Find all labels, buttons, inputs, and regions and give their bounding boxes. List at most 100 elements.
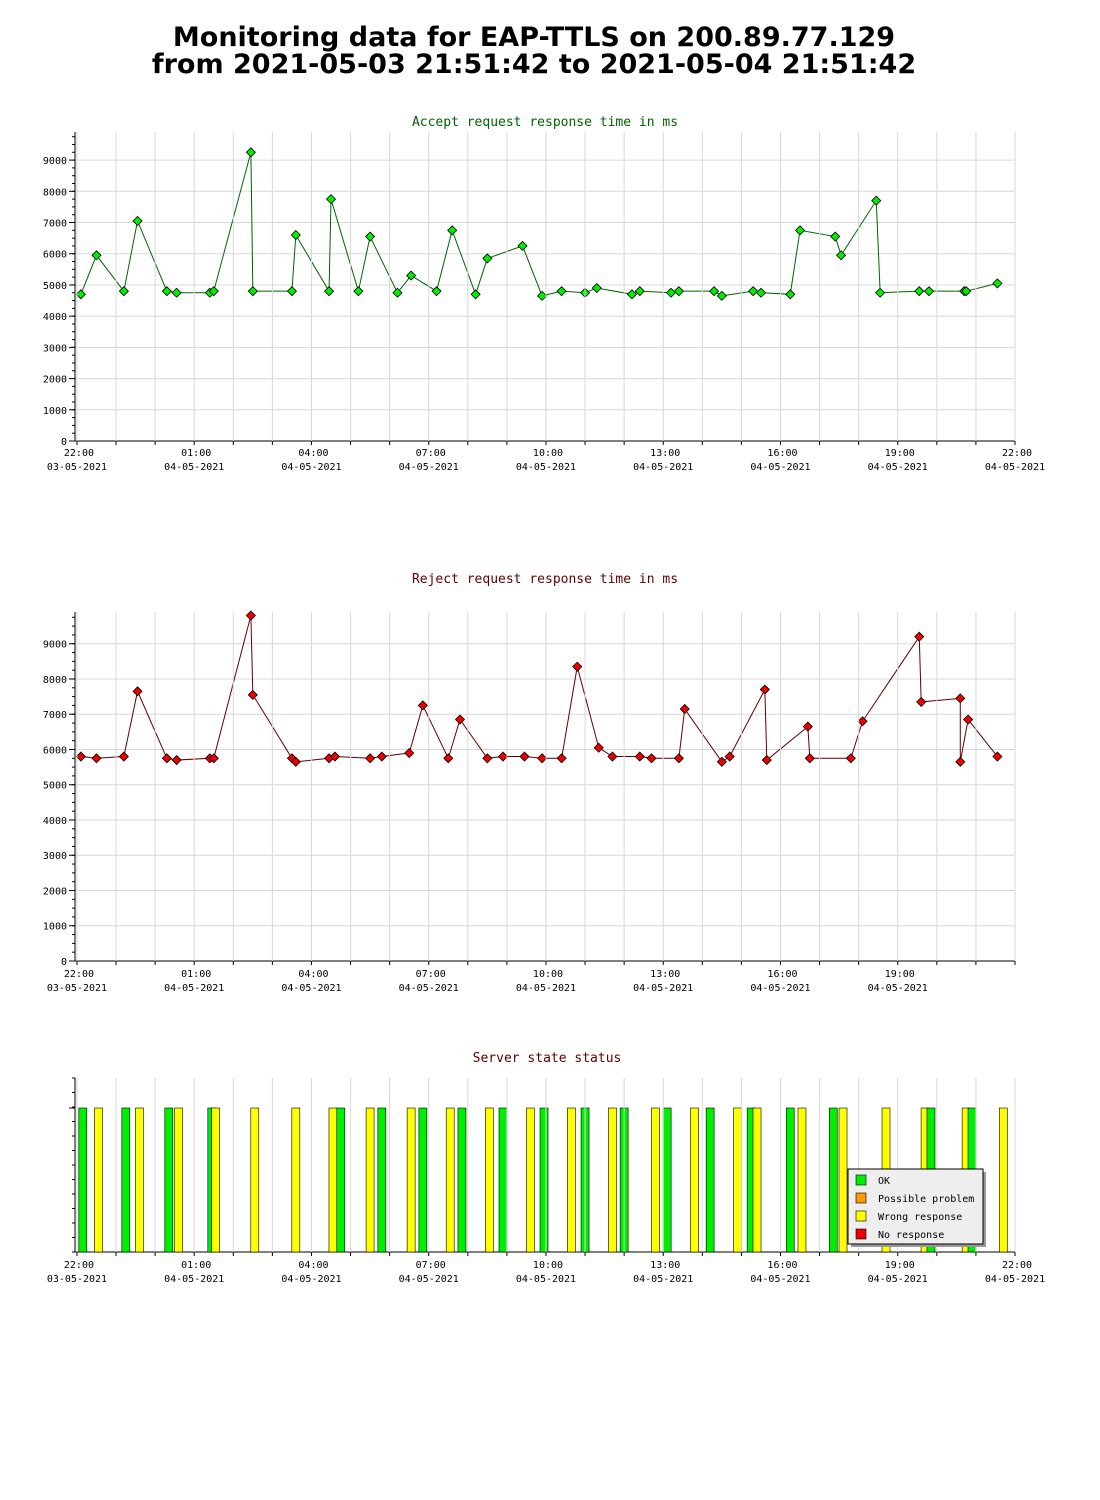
y-tick-label: 1000	[43, 406, 67, 417]
y-tick-label: 3000	[43, 343, 67, 354]
data-point	[646, 753, 657, 764]
x-tick-time: 07:00	[416, 1260, 446, 1271]
data-point	[454, 714, 466, 725]
x-tick-date: 04-05-2021	[516, 983, 576, 994]
data-point	[804, 753, 815, 764]
data-point	[353, 286, 364, 297]
data-point	[118, 286, 129, 297]
x-tick-time: 04:00	[298, 1260, 328, 1271]
chart-title: Server state status	[473, 1051, 622, 1066]
status-bar	[336, 1107, 346, 1253]
data-point	[325, 194, 337, 205]
data-point	[961, 286, 972, 297]
legend-label: Wrong response	[878, 1212, 962, 1223]
data-point	[392, 287, 403, 298]
x-tick-time: 13:00	[650, 1260, 680, 1271]
data-point	[161, 753, 172, 764]
x-tick-time: 01:00	[181, 448, 211, 459]
data-point	[208, 753, 219, 764]
legend-label: Possible problem	[878, 1194, 974, 1205]
status-bar	[164, 1107, 174, 1253]
data-point	[759, 684, 770, 695]
data-point	[91, 250, 102, 261]
y-tick-label: 8000	[43, 187, 67, 198]
status-bar	[785, 1107, 795, 1253]
data-point	[443, 753, 454, 764]
data-point	[75, 751, 86, 762]
data-point	[992, 278, 1003, 289]
y-tick-label: 5000	[43, 281, 67, 292]
data-point	[634, 751, 645, 762]
x-tick-time: 19:00	[885, 1260, 915, 1271]
status-bar	[211, 1107, 221, 1253]
legend-label: No response	[878, 1230, 944, 1241]
data-point	[914, 286, 925, 297]
status-bar	[174, 1107, 183, 1253]
x-tick-time: 22:00	[1002, 448, 1032, 459]
data-point	[716, 290, 727, 301]
x-tick-date: 04-05-2021	[633, 1274, 693, 1285]
data-point	[724, 751, 735, 762]
x-tick-time: 22:00	[64, 969, 94, 980]
chart-title: Reject request response time in ms	[412, 572, 678, 587]
x-tick-time: 16:00	[767, 448, 797, 459]
data-point	[517, 240, 528, 251]
status-bar	[418, 1107, 428, 1253]
data-point	[748, 286, 759, 297]
data-point	[761, 754, 772, 766]
data-point	[679, 703, 690, 715]
data-point	[923, 286, 935, 297]
data-point	[871, 195, 882, 206]
data-point	[431, 286, 442, 297]
status-bar	[377, 1107, 387, 1253]
accept-chart: 0 1000 2000 3000 4000 5000 6000 7000 8000 9000 Acc…	[43, 115, 1015, 448]
data-point	[376, 751, 387, 762]
status-bar	[797, 1107, 807, 1253]
status-bar	[662, 1107, 672, 1253]
status-bar	[690, 1107, 699, 1253]
x-tick-date: 03-05-2021	[47, 1274, 107, 1285]
y-tick-label: 4000	[43, 312, 67, 323]
x-tick-time: 07:00	[416, 448, 446, 459]
data-point	[794, 225, 806, 236]
data-point	[955, 693, 966, 704]
data-point	[470, 289, 481, 300]
status-bar	[733, 1107, 742, 1253]
series-line	[80, 615, 998, 763]
data-point	[447, 225, 458, 236]
data-point	[482, 253, 493, 264]
x-tick-date: 04-05-2021	[164, 983, 224, 994]
legend-swatch	[855, 1210, 867, 1222]
y-tick-label: 5000	[43, 781, 67, 792]
data-point	[91, 753, 102, 764]
series-line	[80, 152, 998, 297]
data-point	[857, 716, 868, 727]
x-tick-date: 04-05-2021	[164, 462, 224, 473]
y-tick-label: 2000	[43, 375, 67, 386]
status-bar	[78, 1107, 88, 1253]
legend-box	[847, 1168, 984, 1245]
y-tick-label: 7000	[43, 219, 67, 230]
data-point	[365, 753, 376, 764]
data-point	[323, 286, 335, 297]
x-tick-time: 22:00	[1002, 1260, 1032, 1271]
status-bar	[457, 1107, 467, 1253]
x-tick-date: 04-05-2021	[750, 983, 810, 994]
status-bar	[752, 1107, 762, 1253]
status-bar	[526, 1107, 535, 1253]
y-tick-label: 6000	[43, 745, 67, 756]
data-point	[556, 753, 567, 764]
legend-swatch	[855, 1192, 867, 1204]
data-point	[286, 286, 297, 297]
status-chart-x-axis: 22:00 03-05-2021 01:00 04-05-2021 04:00 04-05…	[47, 1078, 1045, 1285]
status-bar	[121, 1107, 131, 1253]
x-tick-time: 04:00	[298, 969, 328, 980]
x-tick-time: 10:00	[533, 448, 563, 459]
x-tick-time: 01:00	[181, 1260, 211, 1271]
y-tick-label: 9000	[43, 640, 67, 651]
status-bar	[135, 1107, 144, 1253]
x-tick-time: 04:00	[298, 448, 328, 459]
reject-chart: 0 1000 2000 3000 4000 5000 6000 7000 8000 9000 Rej…	[43, 572, 1015, 968]
data-point	[673, 286, 684, 297]
